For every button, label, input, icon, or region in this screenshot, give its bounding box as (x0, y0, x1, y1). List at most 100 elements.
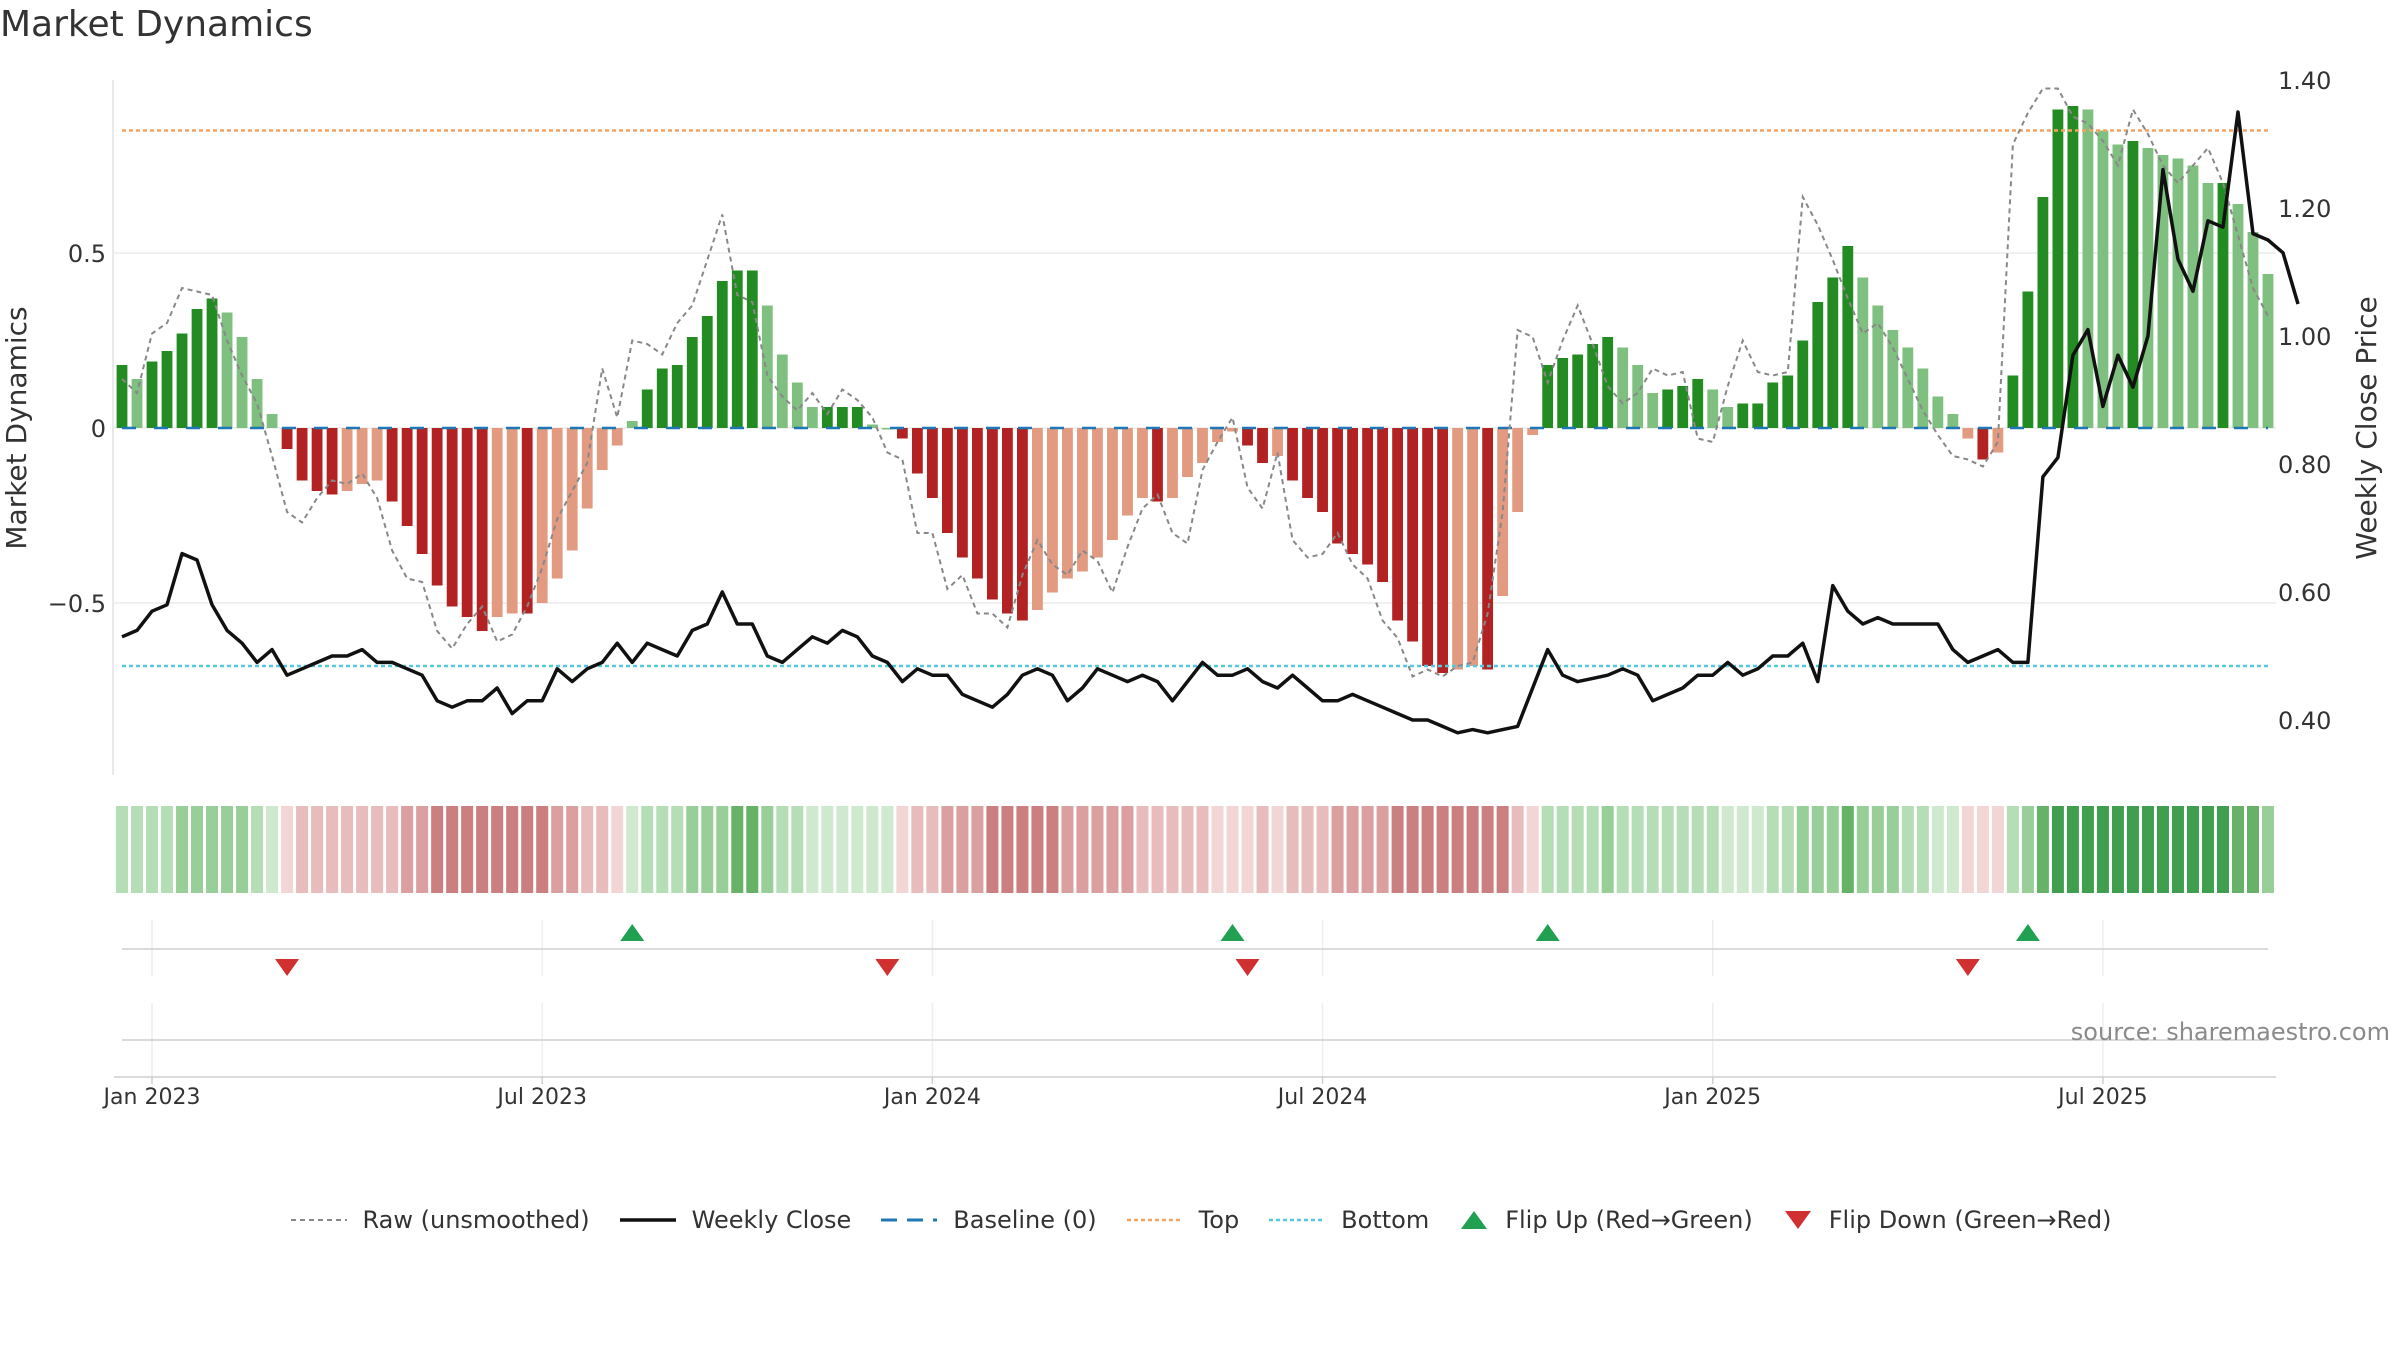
heat-cell-week-24 (476, 806, 489, 893)
bar-week-13 (311, 428, 323, 491)
heat-cell-week-139 (2201, 806, 2214, 893)
bar-week-27 (521, 428, 533, 614)
bar-week-33 (611, 428, 623, 446)
heat-cell-week-118 (1886, 806, 1899, 893)
bar-week-38 (686, 337, 698, 428)
bar-week-46 (806, 407, 818, 428)
heat-cell-week-13 (311, 806, 324, 893)
heat-cell-week-53 (911, 806, 924, 893)
bar-week-14 (326, 428, 338, 495)
bar-week-66 (1107, 428, 1118, 540)
heat-cell-week-100 (1616, 806, 1629, 893)
bar-week-16 (356, 428, 368, 484)
bar-week-135 (2142, 148, 2154, 428)
heat-cell-week-117 (1871, 806, 1884, 893)
bar-week-60 (1017, 428, 1028, 621)
heat-cell-week-33 (611, 806, 624, 893)
bar-week-116 (1857, 277, 1869, 428)
heat-cell-week-67 (1121, 806, 1134, 893)
bar-week-118 (1887, 330, 1899, 428)
heat-cell-week-109 (1751, 806, 1764, 893)
heat-cell-week-19 (401, 806, 414, 893)
bar-week-133 (2112, 144, 2124, 428)
flip-up-marker-week-74 (1220, 924, 1245, 941)
heat-cell-week-143 (2261, 806, 2275, 893)
legend-item-baseline: Baseline (0) (879, 1206, 1097, 1234)
heat-cell-week-74 (1226, 806, 1239, 893)
heat-cell-week-44 (776, 806, 789, 893)
y2-tick-label: 1.00 (2278, 323, 2331, 351)
flip-up-marker-week-34 (620, 924, 645, 941)
heat-cell-week-111 (1781, 806, 1794, 893)
bar-week-94 (1527, 428, 1539, 435)
bar-week-5 (191, 309, 203, 428)
y2-axis-label: Weekly Close Price (2350, 296, 2383, 559)
bar-week-84 (1377, 428, 1388, 582)
bar-week-115 (1842, 246, 1854, 428)
bar-week-128 (2037, 197, 2049, 428)
heat-cell-week-94 (1526, 806, 1539, 893)
bar-week-68 (1137, 428, 1148, 498)
heat-cell-week-127 (2021, 806, 2034, 893)
source-note: source: sharemaestro.com (2070, 1018, 2390, 1046)
heat-cell-week-88 (1436, 806, 1449, 893)
heat-cell-week-102 (1646, 806, 1659, 893)
heat-cell-week-54 (926, 806, 939, 893)
bar-week-36 (656, 368, 668, 428)
heat-cell-week-136 (2156, 806, 2169, 893)
bar-week-61 (1032, 428, 1043, 610)
bar-week-92 (1497, 428, 1509, 596)
heat-cell-week-26 (506, 806, 519, 893)
legend-label-flip-down: Flip Down (Green→Red) (1828, 1206, 2112, 1234)
heat-cell-week-21 (431, 806, 444, 893)
bar-week-80 (1317, 428, 1328, 512)
bar-week-78 (1287, 428, 1298, 481)
bar-week-112 (1797, 340, 1809, 428)
heat-cell-week-72 (1196, 806, 1209, 893)
legend-label-top: Top (1198, 1206, 1240, 1234)
bar-week-67 (1122, 428, 1133, 516)
heat-cell-week-121 (1931, 806, 1944, 893)
bar-week-110 (1767, 382, 1779, 428)
bar-week-29 (551, 428, 563, 579)
heat-cell-week-76 (1256, 806, 1269, 893)
heat-cell-week-41 (731, 806, 744, 893)
bar-week-127 (2022, 291, 2034, 428)
bar-week-17 (371, 428, 383, 481)
bar-week-89 (1452, 428, 1464, 670)
bar-week-119 (1902, 347, 1914, 428)
heat-cell-week-84 (1376, 806, 1389, 893)
heat-cell-week-122 (1946, 806, 1959, 893)
bar-week-62 (1047, 428, 1058, 593)
legend-label-close: Weekly Close (691, 1206, 852, 1234)
heat-cell-week-30 (566, 806, 579, 893)
bar-week-69 (1152, 428, 1163, 502)
bar-week-90 (1467, 428, 1479, 666)
bar-week-114 (1827, 277, 1839, 428)
bar-week-43 (761, 305, 773, 428)
heat-cell-week-51 (881, 806, 894, 893)
bar-week-70 (1167, 428, 1178, 498)
bar-week-26 (506, 428, 518, 614)
heat-cell-week-23 (461, 806, 474, 893)
bar-week-65 (1092, 428, 1103, 558)
heat-cell-week-20 (416, 806, 429, 893)
bar-week-73 (1212, 428, 1223, 442)
heat-cell-week-99 (1601, 806, 1614, 893)
flip-down-marker-week-11 (275, 959, 300, 976)
bar-week-18 (386, 428, 398, 502)
bar-week-39 (701, 316, 713, 428)
bar-week-125 (1992, 428, 2004, 453)
bar-week-141 (2232, 204, 2244, 428)
bar-week-56 (956, 428, 968, 558)
bar-week-71 (1182, 428, 1193, 477)
heat-cell-week-28 (536, 806, 549, 893)
flip-up-marker-week-95 (1535, 924, 1560, 941)
heat-cell-week-71 (1181, 806, 1194, 893)
heat-cell-week-134 (2126, 806, 2139, 893)
bar-week-23 (461, 428, 473, 617)
heat-cell-week-3 (161, 806, 174, 893)
flip-down-marker-week-75 (1235, 959, 1260, 976)
heat-cell-week-131 (2081, 806, 2094, 893)
bar-week-138 (2187, 165, 2199, 428)
